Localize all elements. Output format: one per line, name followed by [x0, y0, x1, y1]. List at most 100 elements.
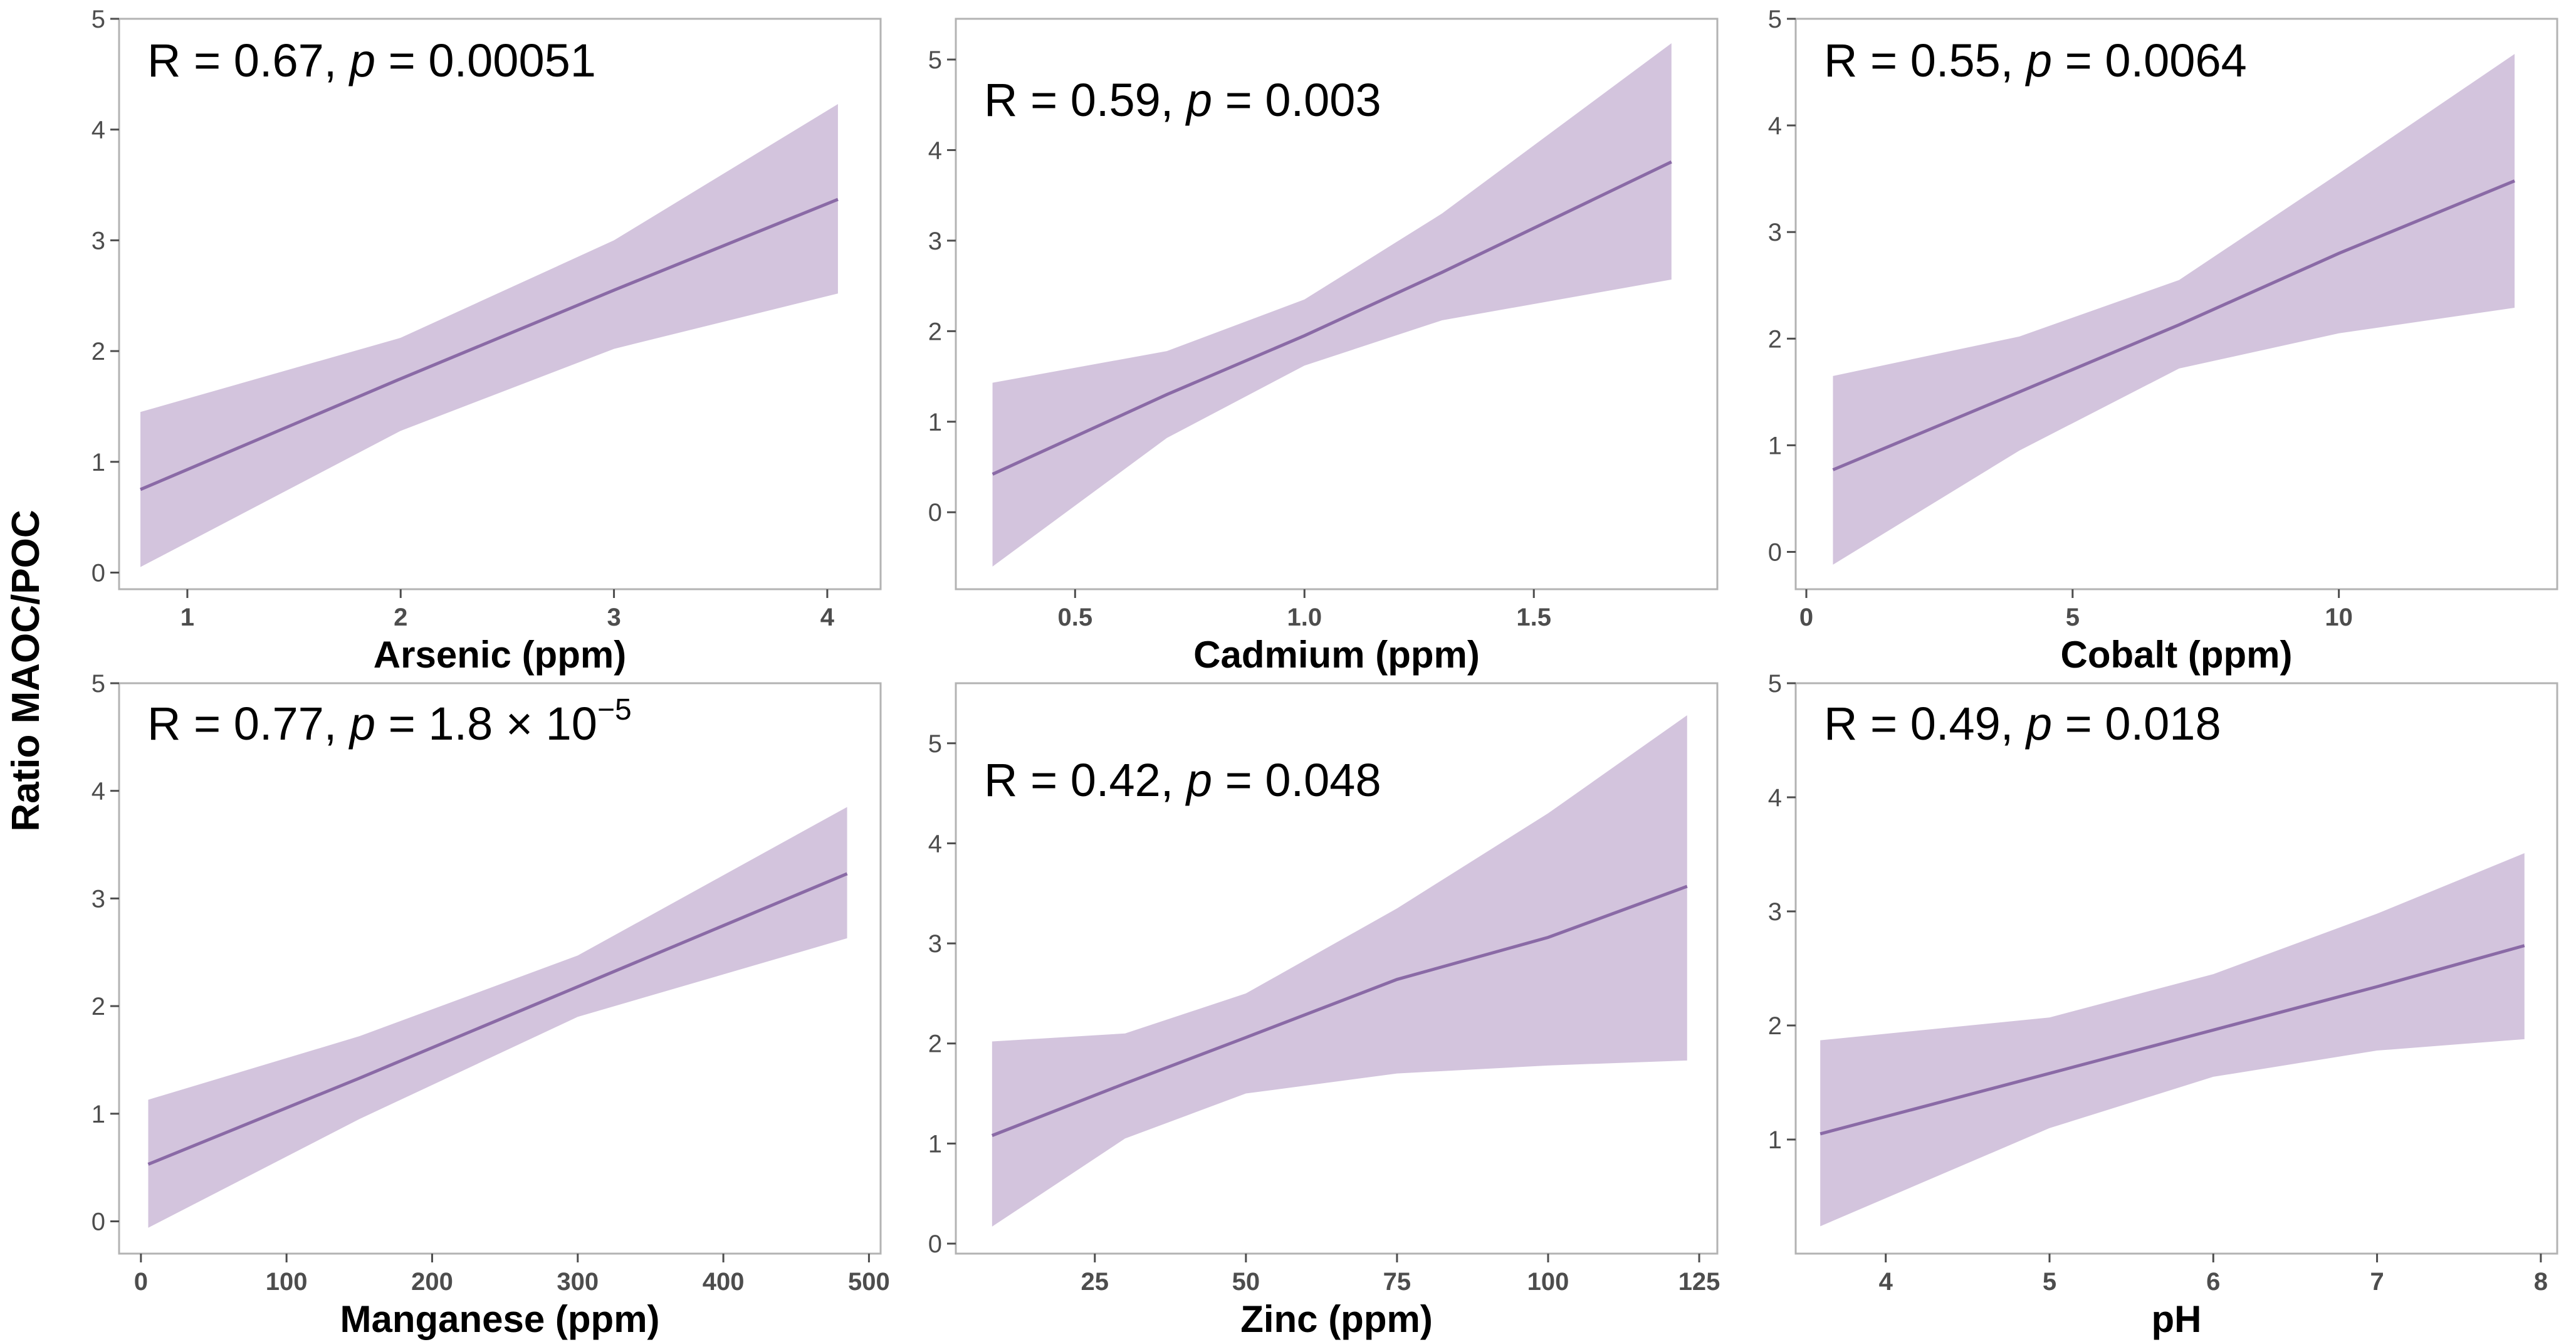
r-value: R = 0.67,: [147, 34, 350, 86]
y-tick-label: 2: [1768, 325, 1782, 353]
y-tick-label: 5: [1768, 6, 1782, 33]
x-tick-label: 0: [134, 1268, 148, 1296]
r-value: R = 0.42,: [984, 754, 1186, 806]
panel-frame: [955, 18, 1719, 590]
y-tick-label: 0: [1768, 538, 1782, 566]
x-tick-label: 6: [2206, 1268, 2220, 1296]
x-tick-label: 4: [820, 604, 835, 631]
r-value: R = 0.55,: [1824, 34, 2026, 86]
y-tick-label: 4: [92, 778, 105, 805]
panel-2: 0 1 2 3 4 5 0.5 1.0 1.5 Cadmium (ppm) R = 0.59, p …: [928, 18, 1719, 676]
regression-line: [991, 884, 1688, 1137]
p-value: = 0.00051: [375, 34, 596, 86]
y-tick-label: 2: [928, 1030, 942, 1058]
correlation-annotation: R = 0.49, p = 0.018: [1824, 698, 2221, 750]
panel-5: 0 1 2 3 4 5 25 50 75 100 125 Zinc (ppm) R = 0.42, p …: [928, 682, 1720, 1340]
x-tick-label: 25: [1081, 1268, 1109, 1296]
p-symbol: p: [348, 34, 375, 86]
x-tick-label: 3: [607, 604, 620, 631]
panel-frame: [955, 682, 1719, 1255]
p-value: = 0.048: [1212, 754, 1381, 806]
r-value: R = 0.49,: [1824, 698, 2026, 750]
panel-frame: [118, 18, 882, 590]
confidence-band: [1833, 54, 2515, 565]
regression-line: [140, 197, 839, 491]
y-tick-label: 3: [928, 228, 942, 255]
confidence-band: [992, 43, 1672, 567]
y-tick-label: 1: [92, 449, 105, 476]
r-value: R = 0.77,: [147, 698, 350, 750]
x-tick-label: 1: [181, 604, 194, 631]
y-tick-label: 5: [1768, 670, 1782, 698]
y-tick-label: 5: [928, 730, 942, 758]
y-tick-label: 0: [92, 559, 105, 587]
panel-grid: 0 1 2 3 4 5 1 2 3 4 Arsenic (ppm) R = 0.67, p = 0.0…: [92, 6, 2558, 1340]
x-tick-label: 200: [411, 1268, 453, 1296]
x-tick-label: 300: [557, 1268, 599, 1296]
x-tick-label: 4: [1879, 1268, 1893, 1296]
x-tick-label: 7: [2370, 1268, 2384, 1296]
y-tick-label: 4: [92, 117, 105, 144]
y-tick-label: 3: [1768, 898, 1782, 926]
p-symbol: p: [1185, 754, 1212, 806]
x-tick-label: 2: [394, 604, 407, 631]
p-value-exponent: −5: [597, 693, 632, 726]
p-value: = 0.018: [2052, 698, 2221, 750]
confidence-band: [992, 715, 1687, 1227]
y-tick-label: 4: [928, 830, 942, 857]
x-tick-label: 1.0: [1287, 604, 1322, 631]
regression-line: [147, 872, 848, 1166]
correlation-annotation: R = 0.67, p = 0.00051: [147, 34, 596, 86]
shared-y-axis-label: Ratio MAOC/POC: [4, 510, 48, 831]
x-axis-label: Manganese (ppm): [340, 1298, 659, 1340]
x-axis-label: Arsenic (ppm): [374, 634, 626, 676]
r-value: R = 0.59,: [984, 74, 1186, 126]
p-symbol: p: [2025, 34, 2052, 86]
x-tick-label: 0: [1799, 604, 1813, 631]
x-tick-label: 5: [2066, 604, 2080, 631]
panel-frame: [1794, 682, 2558, 1255]
p-symbol: p: [1185, 74, 1212, 126]
y-tick-label: 4: [928, 137, 942, 164]
correlation-annotation: R = 0.77, p = 1.8 × 10−5: [147, 693, 632, 750]
y-tick-label: 3: [928, 930, 942, 958]
y-tick-label: 3: [92, 885, 105, 913]
x-tick-label: 10: [2325, 604, 2353, 631]
confidence-band: [140, 104, 838, 567]
y-tick-label: 2: [1768, 1012, 1782, 1040]
panel-6: 1 2 3 4 5 4 5 6 7 8 pH R = 0.49, p = 0.018: [1768, 670, 2558, 1340]
y-tick-label: 2: [92, 993, 105, 1020]
x-tick-label: 100: [1527, 1268, 1569, 1296]
y-tick-label: 2: [928, 318, 942, 345]
panel-frame: [1794, 18, 2558, 590]
regression-line: [992, 160, 1672, 476]
y-tick-label: 0: [92, 1208, 105, 1235]
p-symbol: p: [348, 698, 375, 750]
correlation-annotation: R = 0.42, p = 0.048: [984, 754, 1381, 806]
p-symbol: p: [2025, 698, 2052, 750]
y-tick-label: 5: [92, 6, 105, 33]
y-tick-label: 5: [928, 46, 942, 74]
y-tick-label: 3: [1768, 219, 1782, 246]
x-tick-label: 500: [848, 1268, 890, 1296]
confidence-band: [148, 807, 847, 1228]
y-tick-label: 1: [928, 409, 942, 436]
y-tick-label: 1: [1768, 1126, 1782, 1154]
x-tick-label: 50: [1232, 1268, 1260, 1296]
panel-frame: [118, 682, 882, 1255]
y-tick-label: 1: [92, 1101, 105, 1128]
x-tick-label: 0.5: [1057, 604, 1092, 631]
x-tick-label: 1.5: [1516, 604, 1551, 631]
x-axis-label: Cobalt (ppm): [2061, 634, 2293, 676]
correlation-annotation: R = 0.55, p = 0.0064: [1824, 34, 2247, 86]
p-value: = 1.8 × 10: [375, 698, 597, 750]
panel-1: 0 1 2 3 4 5 1 2 3 4 Arsenic (ppm) R = 0.67, p = 0.0…: [92, 6, 882, 676]
x-tick-label: 400: [703, 1268, 745, 1296]
x-tick-label: 100: [266, 1268, 308, 1296]
x-axis-label: Cadmium (ppm): [1193, 634, 1480, 676]
y-tick-label: 2: [92, 338, 105, 365]
y-tick-label: 1: [1768, 432, 1782, 459]
correlation-annotation: R = 0.59, p = 0.003: [984, 74, 1381, 126]
y-tick-label: 5: [92, 670, 105, 698]
